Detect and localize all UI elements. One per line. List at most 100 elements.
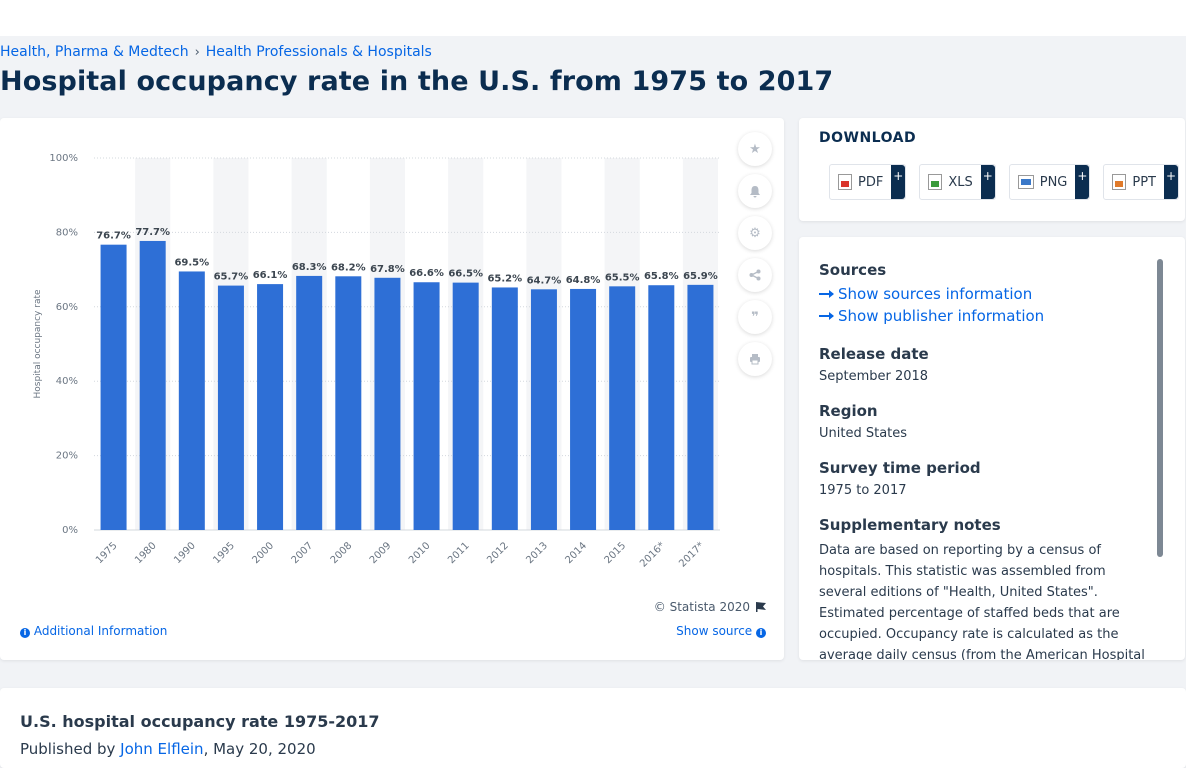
x-tick-label: 2011 xyxy=(446,540,472,566)
arrow-right-icon xyxy=(819,312,834,320)
sources-heading: Sources xyxy=(819,261,887,279)
breadcrumb: Health, Pharma & Medtech › Health Professi… xyxy=(0,44,432,60)
print-icon[interactable] xyxy=(738,342,772,376)
x-tick-label: 2014 xyxy=(563,540,589,566)
ppt-file-icon xyxy=(1112,174,1127,190)
bar xyxy=(374,277,401,530)
data-label: 66.1% xyxy=(253,270,288,281)
y-tick-label: 40% xyxy=(56,376,78,387)
quote-icon[interactable]: ❞ xyxy=(738,300,772,334)
supplementary-note-2: Estimated percentage of staffed beds tha… xyxy=(819,606,1145,660)
share-icon[interactable] xyxy=(738,258,772,292)
xls-file-icon xyxy=(928,174,943,190)
x-tick-label: 2012 xyxy=(485,540,511,566)
info-icon: i xyxy=(20,628,30,638)
data-label: 67.8% xyxy=(370,264,405,275)
data-label: 76.7% xyxy=(96,231,131,242)
gear-icon[interactable]: ⚙ xyxy=(738,216,772,250)
data-label: 65.5% xyxy=(605,272,640,283)
x-tick-label: 1975 xyxy=(94,540,120,566)
published-date: , May 20, 2020 xyxy=(203,740,316,758)
survey-period-heading: Survey time period xyxy=(819,459,981,477)
breadcrumb-link-health[interactable]: Health, Pharma & Medtech xyxy=(0,44,189,60)
data-label: 65.9% xyxy=(683,271,718,282)
bar xyxy=(570,288,597,530)
download-png-button[interactable]: PNG + xyxy=(1008,164,1091,200)
plus-icon: + xyxy=(891,165,906,199)
bell-icon[interactable] xyxy=(738,174,772,208)
statistic-info-panel: Sources Show sources information Show pu… xyxy=(799,237,1185,660)
download-ppt-label: PPT xyxy=(1132,174,1156,190)
bar xyxy=(100,244,127,530)
supplementary-notes-heading: Supplementary notes xyxy=(819,516,1001,534)
bar xyxy=(530,289,557,530)
download-title: DOWNLOAD xyxy=(819,130,917,146)
data-label: 66.5% xyxy=(448,269,483,280)
data-label: 64.7% xyxy=(527,275,562,286)
top-header-strip xyxy=(0,0,1186,36)
additional-information-label: Additional Information xyxy=(33,624,168,638)
page-title: Hospital occupancy rate in the U.S. from… xyxy=(0,66,834,97)
region-heading: Region xyxy=(819,402,878,420)
plus-icon: + xyxy=(980,165,995,199)
download-xls-button[interactable]: XLS + xyxy=(919,164,996,200)
scrollbar[interactable] xyxy=(1157,259,1163,557)
show-publisher-label: Show publisher information xyxy=(838,307,1045,325)
survey-period-value: 1975 to 2017 xyxy=(819,483,907,498)
bar xyxy=(648,285,675,530)
download-panel: DOWNLOAD PDF + XLS + PNG + PPT + xyxy=(799,118,1185,221)
download-png-label: PNG xyxy=(1039,174,1068,190)
y-tick-label: 100% xyxy=(49,153,78,164)
download-ppt-button[interactable]: PPT + xyxy=(1103,164,1179,200)
show-sources-link[interactable]: Show sources information xyxy=(819,285,1145,303)
arrow-right-icon xyxy=(819,290,834,298)
chart-panel: 0% 20% 40% 60% 80% 100% Hospital occupancy rat… xyxy=(0,118,784,660)
bar xyxy=(687,284,714,530)
data-label: 69.5% xyxy=(174,257,209,268)
data-label: 65.7% xyxy=(214,272,249,283)
data-label: 64.8% xyxy=(566,275,601,286)
x-tick-label: 2015 xyxy=(603,540,629,566)
additional-information-link[interactable]: i Additional Information xyxy=(20,624,167,638)
bar xyxy=(178,271,205,530)
data-label: 68.2% xyxy=(331,262,366,273)
star-icon[interactable]: ★ xyxy=(738,132,772,166)
y-tick-label: 20% xyxy=(56,451,78,462)
region-value: United States xyxy=(819,426,908,441)
copyright-notice: © Statista 2020 xyxy=(654,600,766,614)
data-label: 77.7% xyxy=(135,227,170,238)
download-pdf-button[interactable]: PDF + xyxy=(829,164,907,200)
x-tick-label: 2013 xyxy=(524,540,550,566)
show-sources-label: Show sources information xyxy=(838,285,1033,303)
bar xyxy=(452,282,479,530)
y-tick-label: 0% xyxy=(62,525,78,536)
bar xyxy=(257,284,284,530)
download-buttons: PDF + XLS + PNG + PPT + xyxy=(829,164,1179,200)
bar xyxy=(609,286,636,530)
x-tick-label: 2007 xyxy=(290,540,316,566)
statistic-meta-panel: U.S. hospital occupancy rate 1975-2017 P… xyxy=(0,688,1186,768)
x-tick-label: 1980 xyxy=(133,540,159,566)
x-tick-label: 2010 xyxy=(407,540,433,566)
x-tick-label: 2009 xyxy=(368,540,394,566)
flag-icon[interactable] xyxy=(756,602,766,612)
release-date-value: September 2018 xyxy=(819,369,929,384)
plus-icon: + xyxy=(1164,165,1178,199)
data-label: 68.3% xyxy=(292,262,327,273)
pdf-file-icon xyxy=(838,174,852,190)
x-tick-label: 1995 xyxy=(211,540,237,566)
png-file-icon xyxy=(1017,175,1034,189)
download-xls-label: XLS xyxy=(948,174,973,190)
bar xyxy=(139,240,166,530)
bar xyxy=(335,276,362,530)
breadcrumb-link-hospitals[interactable]: Health Professionals & Hospitals xyxy=(205,44,432,60)
show-source-link[interactable]: Show source i xyxy=(676,624,766,638)
y-axis-label: Hospital occupancy rate xyxy=(33,289,43,399)
x-tick-label: 2017* xyxy=(677,540,706,569)
bar xyxy=(491,287,518,530)
bar-chart: 0% 20% 40% 60% 80% 100% Hospital occupancy rat… xyxy=(33,153,720,570)
show-publisher-link[interactable]: Show publisher information xyxy=(819,307,1145,325)
author-link[interactable]: John Elflein xyxy=(120,740,204,758)
data-label: 66.6% xyxy=(409,268,444,279)
statistic-title: U.S. hospital occupancy rate 1975-2017 xyxy=(20,712,380,731)
